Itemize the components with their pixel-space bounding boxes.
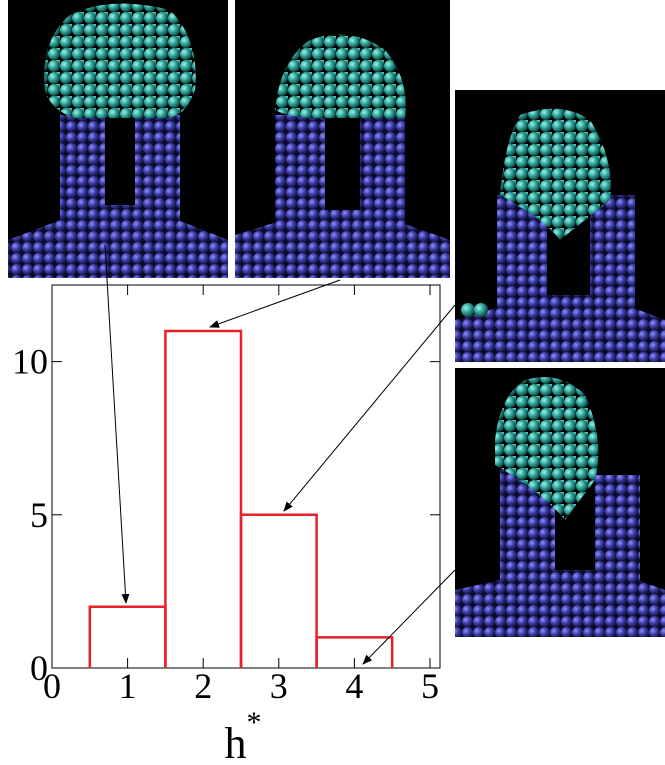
- snapshot-1: [8, 0, 228, 278]
- snapshot-4: [455, 368, 665, 637]
- x-tick-label: 5: [421, 666, 439, 706]
- x-axis-label-superscript: *: [247, 706, 262, 739]
- bar: [239, 513, 318, 668]
- bar: [315, 636, 394, 668]
- x-axis-label-base: h: [225, 719, 247, 765]
- x-tick-label: 0: [43, 666, 61, 706]
- arrows: [104, 244, 456, 665]
- snapshot-3: [455, 90, 665, 362]
- x-tick-label: 4: [345, 666, 363, 706]
- y-tick-label: 0: [30, 648, 48, 688]
- snapshot-2: [235, 0, 450, 278]
- bar: [164, 329, 243, 668]
- plot: 0 1 2 3 4 5 0 5 10 h*: [12, 284, 441, 765]
- y-tick-label: 10: [12, 342, 48, 382]
- y-tick-label: 5: [30, 495, 48, 535]
- x-tick-label: 1: [119, 666, 137, 706]
- plot-frame: [51, 284, 441, 669]
- x-tick-label: 3: [270, 666, 288, 706]
- x-tick-label: 2: [194, 666, 212, 706]
- x-axis-label: h*: [225, 706, 262, 765]
